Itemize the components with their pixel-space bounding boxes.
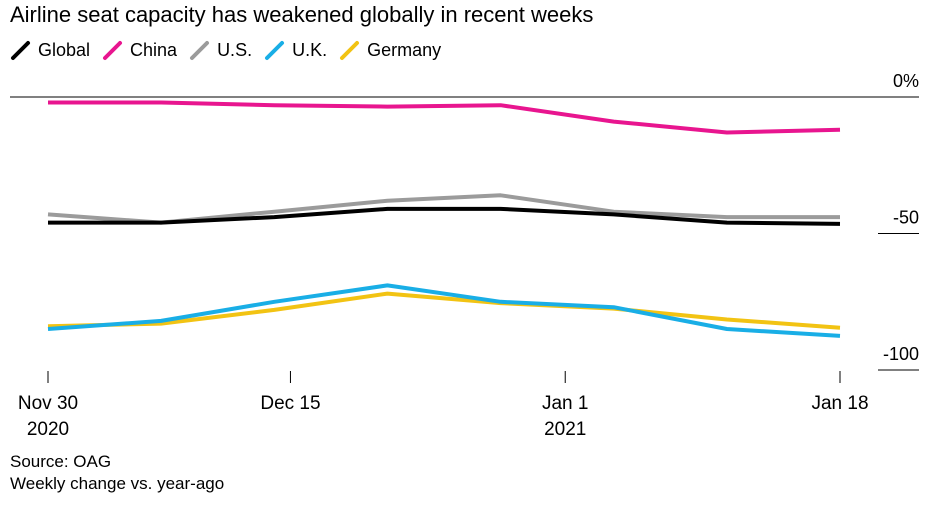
y-tick-label: -100	[883, 344, 919, 364]
legend-label-germany: Germany	[367, 39, 442, 60]
x-tick-year-label: 2020	[27, 419, 69, 440]
legend-label-china: China	[130, 39, 178, 60]
y-tick-label: 0%	[893, 71, 919, 91]
legend-item-china: China	[102, 39, 177, 61]
chart-footer: Source: OAG Weekly change vs. year-ago	[10, 451, 224, 495]
chart-title: Airline seat capacity has weakened globa…	[10, 2, 594, 27]
legend-item-u-k: U.K.	[264, 39, 327, 61]
chart-legend: Global China U.S. U.K. Germany	[10, 37, 453, 63]
legend-label-u-k: U.K.	[292, 39, 328, 60]
source-note: Source: OAG	[10, 452, 112, 471]
legend-swatch-u-s	[190, 41, 210, 60]
legend-item-germany: Germany	[339, 39, 441, 61]
x-tick-label: Jan 1	[542, 393, 588, 414]
legend-swatch-china	[103, 41, 123, 60]
line-chart: 0% -50 -100 Nov 30 2020 Dec 15 Jan 1 2021 Jan 18	[10, 71, 919, 440]
legend-line-china	[103, 41, 123, 60]
legend-line-germany	[340, 41, 360, 60]
x-tick-label: Jan 18	[811, 393, 868, 414]
series-line-china	[48, 100, 841, 135]
series-line-u-k	[47, 283, 841, 338]
y-tick-label: -50	[893, 208, 919, 228]
legend-swatch-u-k	[265, 41, 285, 60]
legend-item-global: Global	[10, 39, 90, 61]
x-tick-year-label: 2021	[544, 419, 586, 440]
series-line-germany	[47, 291, 841, 330]
x-tick-label: Nov 30	[18, 393, 78, 414]
series-line-global	[48, 206, 841, 226]
legend-item-u-s: U.S.	[189, 39, 252, 61]
legend-line-global	[11, 41, 30, 60]
measure-note: Weekly change vs. year-ago	[10, 474, 225, 493]
legend-line-u-s	[190, 41, 210, 60]
x-tick-label: Dec 15	[260, 393, 320, 414]
legend-label-global: Global	[38, 39, 91, 60]
legend-label-u-s: U.S.	[217, 39, 253, 60]
legend-line-u-k	[265, 41, 285, 60]
legend-swatch-germany	[340, 41, 360, 60]
legend-swatch-global	[11, 41, 30, 60]
